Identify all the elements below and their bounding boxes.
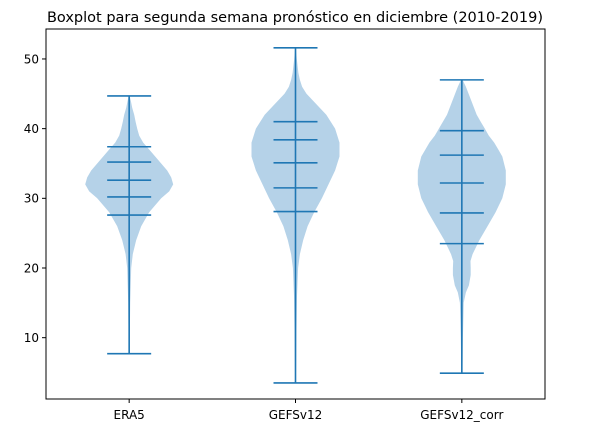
x-axis: ERA5 GEFSv12 GEFSv12_corr bbox=[114, 399, 503, 422]
violin-group bbox=[85, 47, 506, 384]
y-tick-label: 40 bbox=[24, 122, 39, 136]
y-tick-label: 30 bbox=[24, 192, 39, 206]
plot-frame bbox=[45, 28, 546, 400]
x-tick-label-gefsv12_corr: GEFSv12_corr bbox=[420, 408, 503, 422]
x-tick-label-gefsv12: GEFSv12 bbox=[269, 408, 323, 422]
chart-title: Boxplot para segunda semana pronóstico e… bbox=[47, 10, 543, 26]
y-tick-label: 20 bbox=[24, 261, 39, 275]
y-tick-label: 10 bbox=[24, 331, 39, 345]
y-axis: 10 20 30 40 50 bbox=[24, 52, 46, 345]
y-tick-label: 50 bbox=[24, 52, 39, 66]
x-tick-label-era5: ERA5 bbox=[114, 408, 145, 422]
